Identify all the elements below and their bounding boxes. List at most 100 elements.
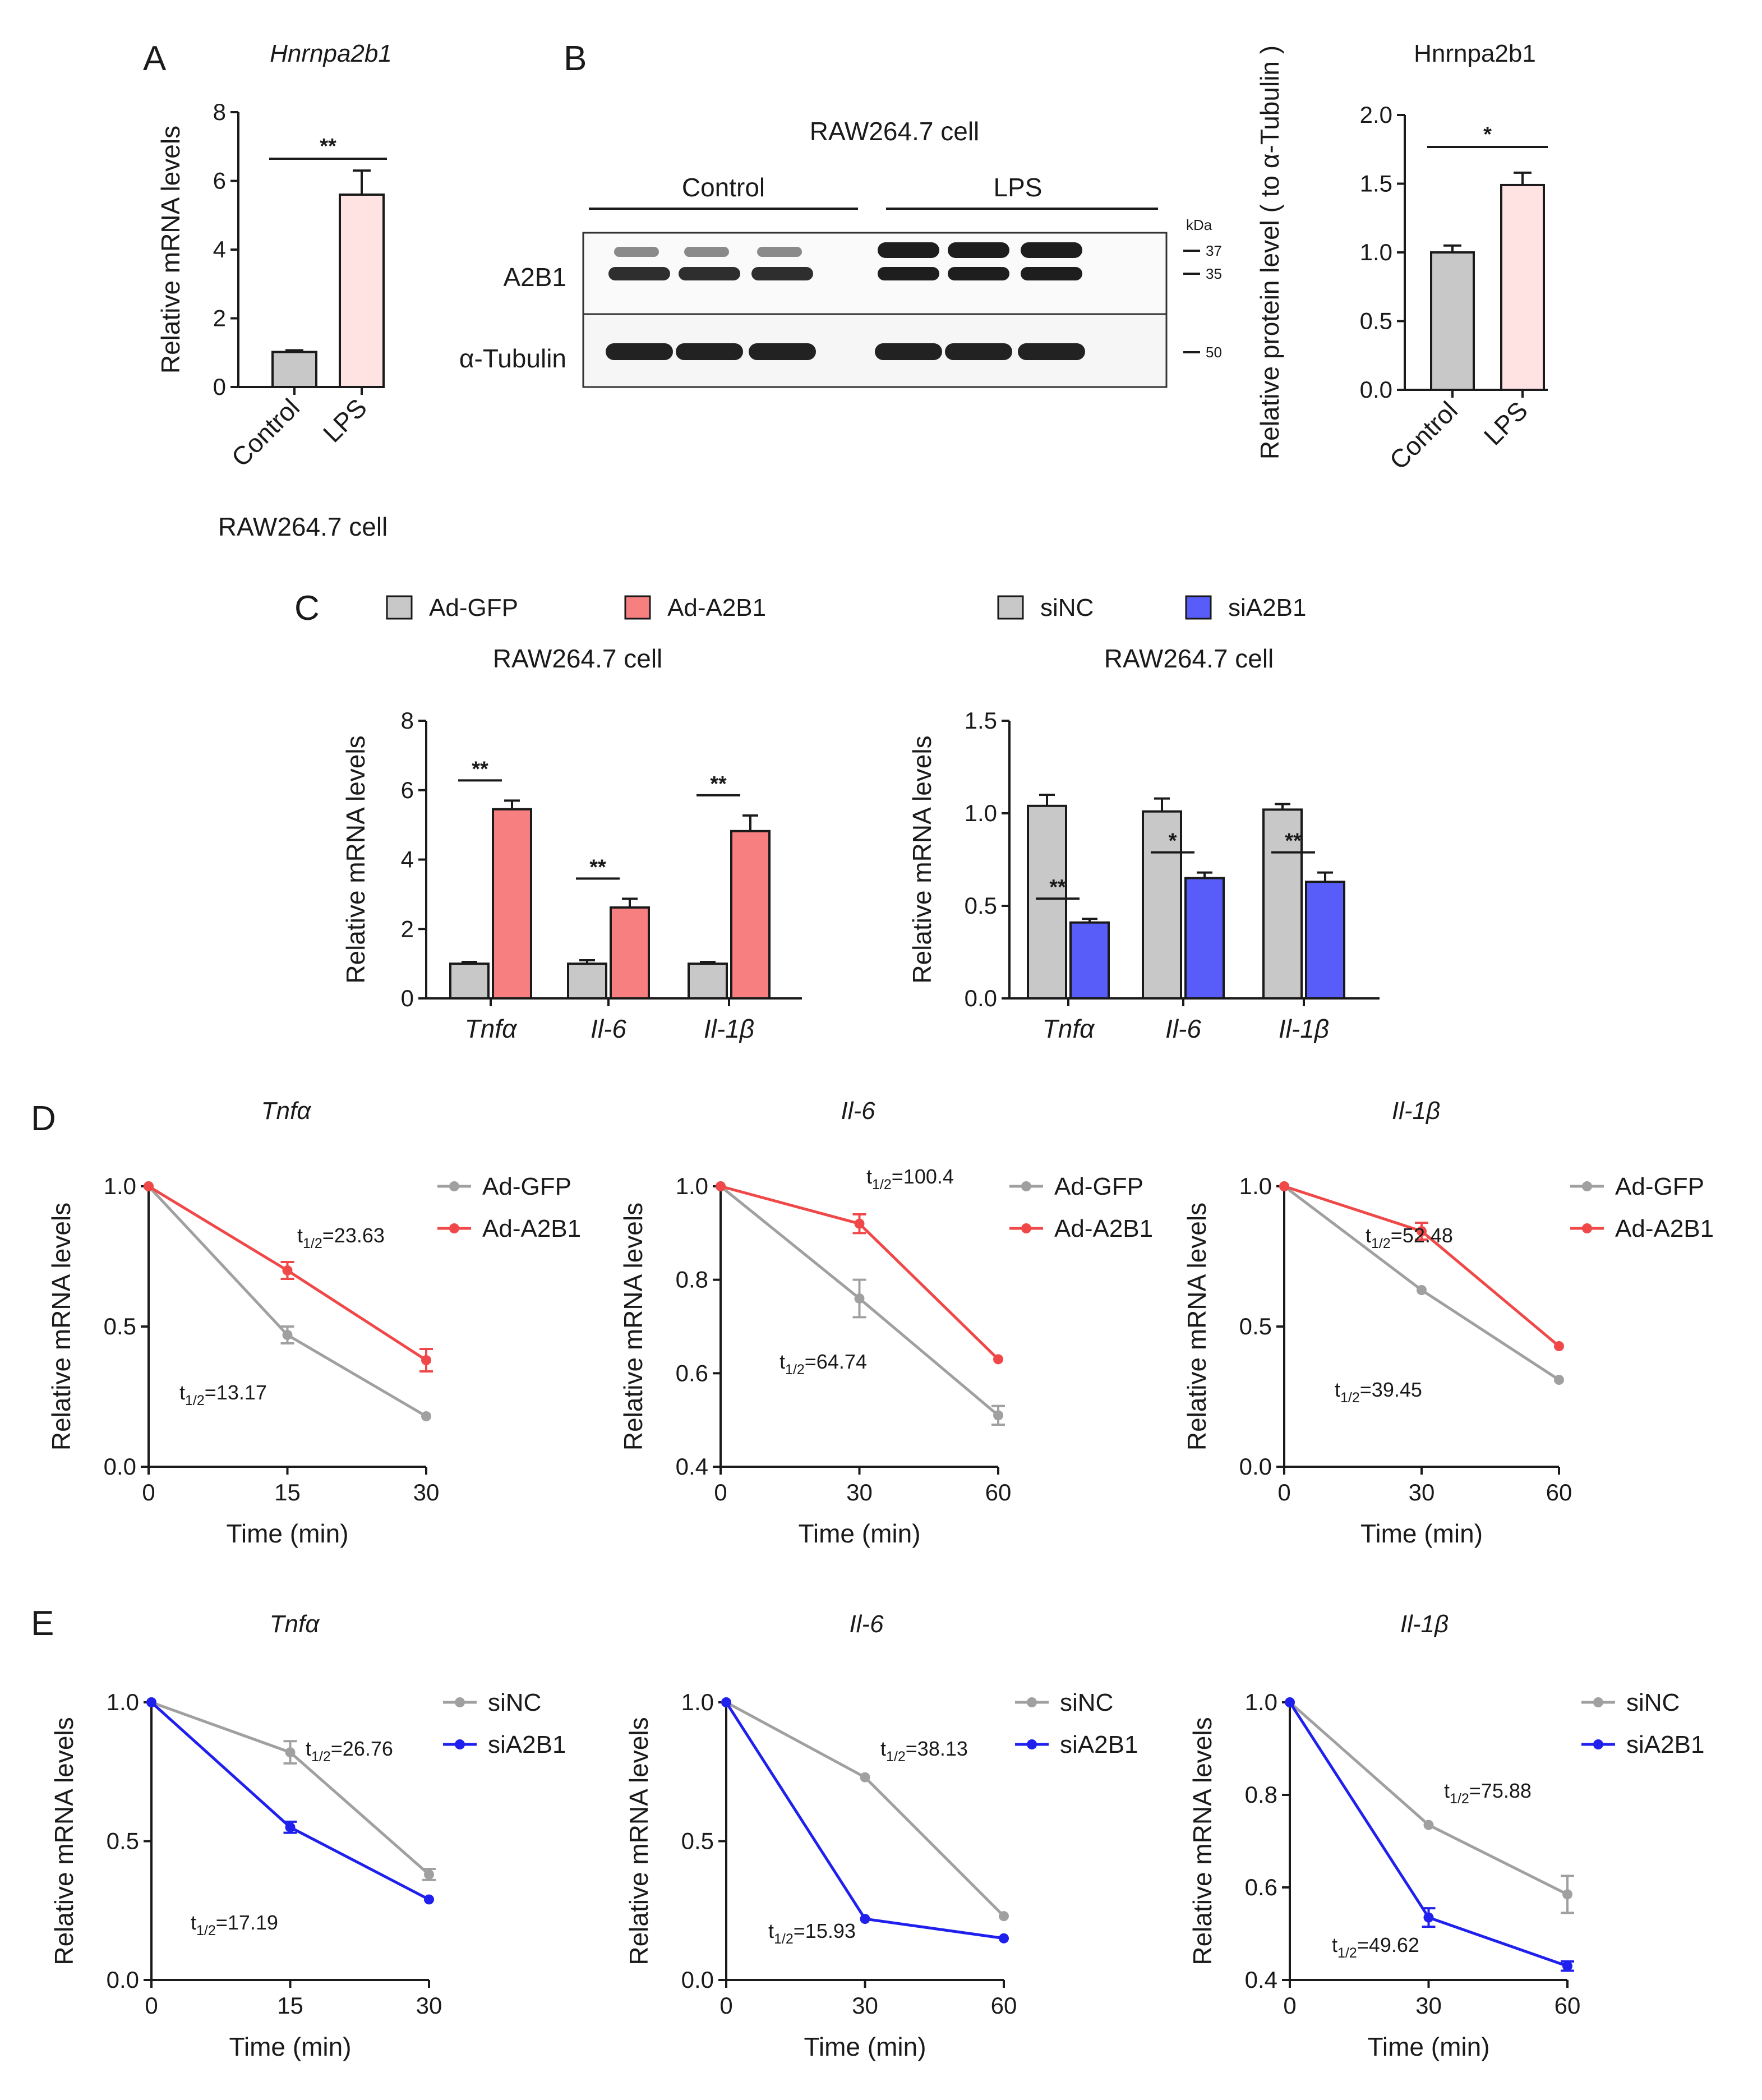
chart-d-il1b-legend-marker-0 [1582, 1181, 1592, 1191]
chart-e-tnfa-point-1-0 [146, 1697, 156, 1707]
chart-d-il6-halflife-sub: 1/2 [785, 1362, 805, 1378]
chart-c-right-bar-1-2 [1305, 881, 1345, 1000]
chart-d-tnfa-x-tick-label: 30 [413, 1479, 440, 1505]
chart-e-tnfa-point-0-1 [285, 1747, 296, 1758]
panel-e-title-il6: Il-6 [849, 1610, 884, 1638]
chart-d-tnfa-halflife-t: t [179, 1381, 185, 1404]
chart-d-il1b-halflife-value: =39.45 [1360, 1378, 1422, 1401]
chart-d-il1b-y-tick-label: 0.5 [1239, 1313, 1272, 1339]
blot-band-lower [751, 267, 813, 280]
chart-c-left-significance-label: ** [710, 772, 727, 796]
chart-e-il6-point-0-2 [999, 1911, 1009, 1922]
chart-d-il1b-x-tick-label: 30 [1409, 1479, 1435, 1505]
blot-band-tubulin [606, 343, 673, 360]
chart-c-left-y-tick-label: 4 [401, 846, 414, 873]
chart-d-tnfa-halflife-t: t [297, 1224, 303, 1247]
chart-d-tnfa-halflife-value: =13.17 [205, 1381, 267, 1404]
chart-e-il1b-legend-label-0: siNC [1626, 1689, 1680, 1716]
chart-e-tnfa-halflife-1: t1/2=17.19 [191, 1911, 278, 1938]
chart-d-tnfa-y-label: Relative mRNA levels [47, 1203, 76, 1450]
chart-e-il1b-y-tick-label: 0.6 [1245, 1874, 1277, 1900]
chart-c-left-x-tick-label: Il-6 [591, 1014, 626, 1043]
chart-c-left-y-label: Relative mRNA levels [341, 735, 370, 983]
chart-d-tnfa-legend-marker-1 [449, 1223, 459, 1233]
chart-c-left-significance-label: ** [589, 855, 606, 879]
chart-e-tnfa-y-label: Relative mRNA levels [49, 1717, 79, 1965]
chart-d-il6-y-tick-label: 0.6 [676, 1360, 708, 1386]
chart-c-left-bar-1-0 [492, 808, 532, 1000]
chart-d-il6-y-tick-label: 0.8 [676, 1267, 708, 1293]
chart-c-left-y-tick-label: 8 [401, 707, 414, 734]
chart-c-left-bar-0-1 [567, 962, 607, 1000]
chart-d-il1b-point-1-1 [1417, 1226, 1427, 1236]
chart-e-il1b-y-tick-label: 0.8 [1245, 1781, 1277, 1808]
chart-e-il6-y-tick-label: 0.5 [681, 1828, 714, 1854]
chart-d-tnfa-halflife-value: =23.63 [322, 1224, 385, 1247]
chart-e-il1b-point-1-0 [1285, 1697, 1295, 1707]
chart-c-right-bar-1-1 [1184, 877, 1225, 1000]
chart-d-tnfa-halflife-sub: 1/2 [185, 1393, 205, 1408]
legend-swatch-ad-gfp [386, 595, 413, 620]
chart-d-il1b-point-0-2 [1554, 1375, 1564, 1385]
chart-e-il6-point-0-1 [860, 1772, 870, 1783]
chart-d-il1b-x-tick-label: 0 [1277, 1479, 1290, 1505]
legend-label-sia2b1: siA2B1 [1228, 594, 1306, 621]
chart-d-il6-x-tick-label: 60 [985, 1479, 1012, 1505]
chart-d-il1b-halflife-0: t1/2=52.48 [1366, 1224, 1453, 1251]
chart-e-tnfa-x-tick-label: 0 [145, 1992, 158, 2019]
mw-label-35: 35 [1206, 265, 1222, 282]
blot-band-upper [948, 242, 1009, 258]
chart-e-tnfa-halflife-value: =26.76 [331, 1737, 393, 1760]
chart-d-il1b-point-1-2 [1554, 1341, 1564, 1351]
chart-d-tnfa-y-tick-label: 0.0 [104, 1453, 136, 1480]
chart-b-y-tick-label: 1.0 [1360, 239, 1392, 265]
chart-d-il6-point-1-1 [854, 1218, 865, 1229]
blot-band-upper [684, 247, 729, 257]
chart-d-tnfa-point-1-2 [421, 1355, 431, 1365]
blot-band-lower [948, 267, 1009, 280]
chart-a-x-tick-label: Control [225, 393, 305, 472]
panel-d-title-il1b: Il-1β [1392, 1097, 1440, 1125]
chart-e-tnfa-halflife-t: t [306, 1737, 311, 1760]
chart-e-il6-x-label: Time (min) [804, 2032, 926, 2061]
chart-e-il1b-halflife-t: t [1332, 1933, 1337, 1956]
chart-b-x-tick-label: LPS [1478, 395, 1533, 450]
chart-d-tnfa-legend-label-0: Ad-GFP [482, 1173, 571, 1200]
chart-e-il6-series-line-0 [725, 1701, 1005, 1917]
chart-c-right-bar-0-2 [1262, 808, 1303, 1000]
chart-b-y-tick-label: 0.0 [1360, 376, 1392, 403]
chart-a-y-tick-label: 2 [213, 305, 226, 331]
chart-d-tnfa-series-line-0 [147, 1185, 427, 1418]
chart-e-il1b-point-1-1 [1423, 1912, 1434, 1923]
chart-e-tnfa-point-1-2 [424, 1894, 434, 1905]
blot-group-control: Control [682, 173, 765, 202]
chart-b-significance-label: * [1483, 123, 1492, 146]
chart-d-il1b-series-line-1 [1284, 1185, 1560, 1347]
chart-e-tnfa-halflife-sub: 1/2 [196, 1923, 216, 1938]
panel-label-d: D [31, 1099, 56, 1138]
blot-row-tubulin: α-Tubulin [459, 344, 566, 373]
chart-b-y-label: Relative protein level ( to α-Tubulin ) [1255, 45, 1284, 459]
panel-d-title-tnfa: Tnfα [261, 1097, 312, 1125]
chart-d-tnfa-y-tick-label: 0.5 [104, 1313, 136, 1339]
chart-e-il6-halflife-sub: 1/2 [774, 1931, 794, 1947]
chart-e-il1b-x-tick-label: 30 [1415, 1992, 1442, 2019]
chart-d-il6-legend-marker-0 [1021, 1181, 1031, 1191]
chart-c-left-y-tick-label: 0 [401, 985, 414, 1011]
chart-c-left-bar-0-0 [449, 962, 490, 1000]
chart-c-right-significance-label: * [1169, 830, 1177, 853]
chart-e-il6-point-1-1 [860, 1914, 870, 1924]
chart-e-il1b-halflife-t: t [1444, 1779, 1450, 1802]
chart-d-il6-y-label: Relative mRNA levels [619, 1203, 648, 1450]
chart-e-il1b-x-tick-label: 0 [1283, 1992, 1296, 2019]
chart-b-y-tick-label: 2.0 [1360, 102, 1392, 128]
blot-band-tubulin [1018, 343, 1085, 360]
panel-d-title-il6: Il-6 [841, 1097, 875, 1125]
chart-e-il1b-halflife-value: =49.62 [1357, 1933, 1419, 1956]
chart-e-il6-y-tick-label: 0.0 [681, 1967, 714, 1993]
legend-c-left: Ad-GFP Ad-A2B1 [386, 594, 766, 621]
blot-title: RAW264.7 cell [810, 117, 980, 146]
panel-label-b: B [564, 39, 587, 78]
chart-c-left-bar-1-1 [610, 906, 650, 1000]
chart-d-tnfa-point-0-1 [282, 1330, 293, 1340]
